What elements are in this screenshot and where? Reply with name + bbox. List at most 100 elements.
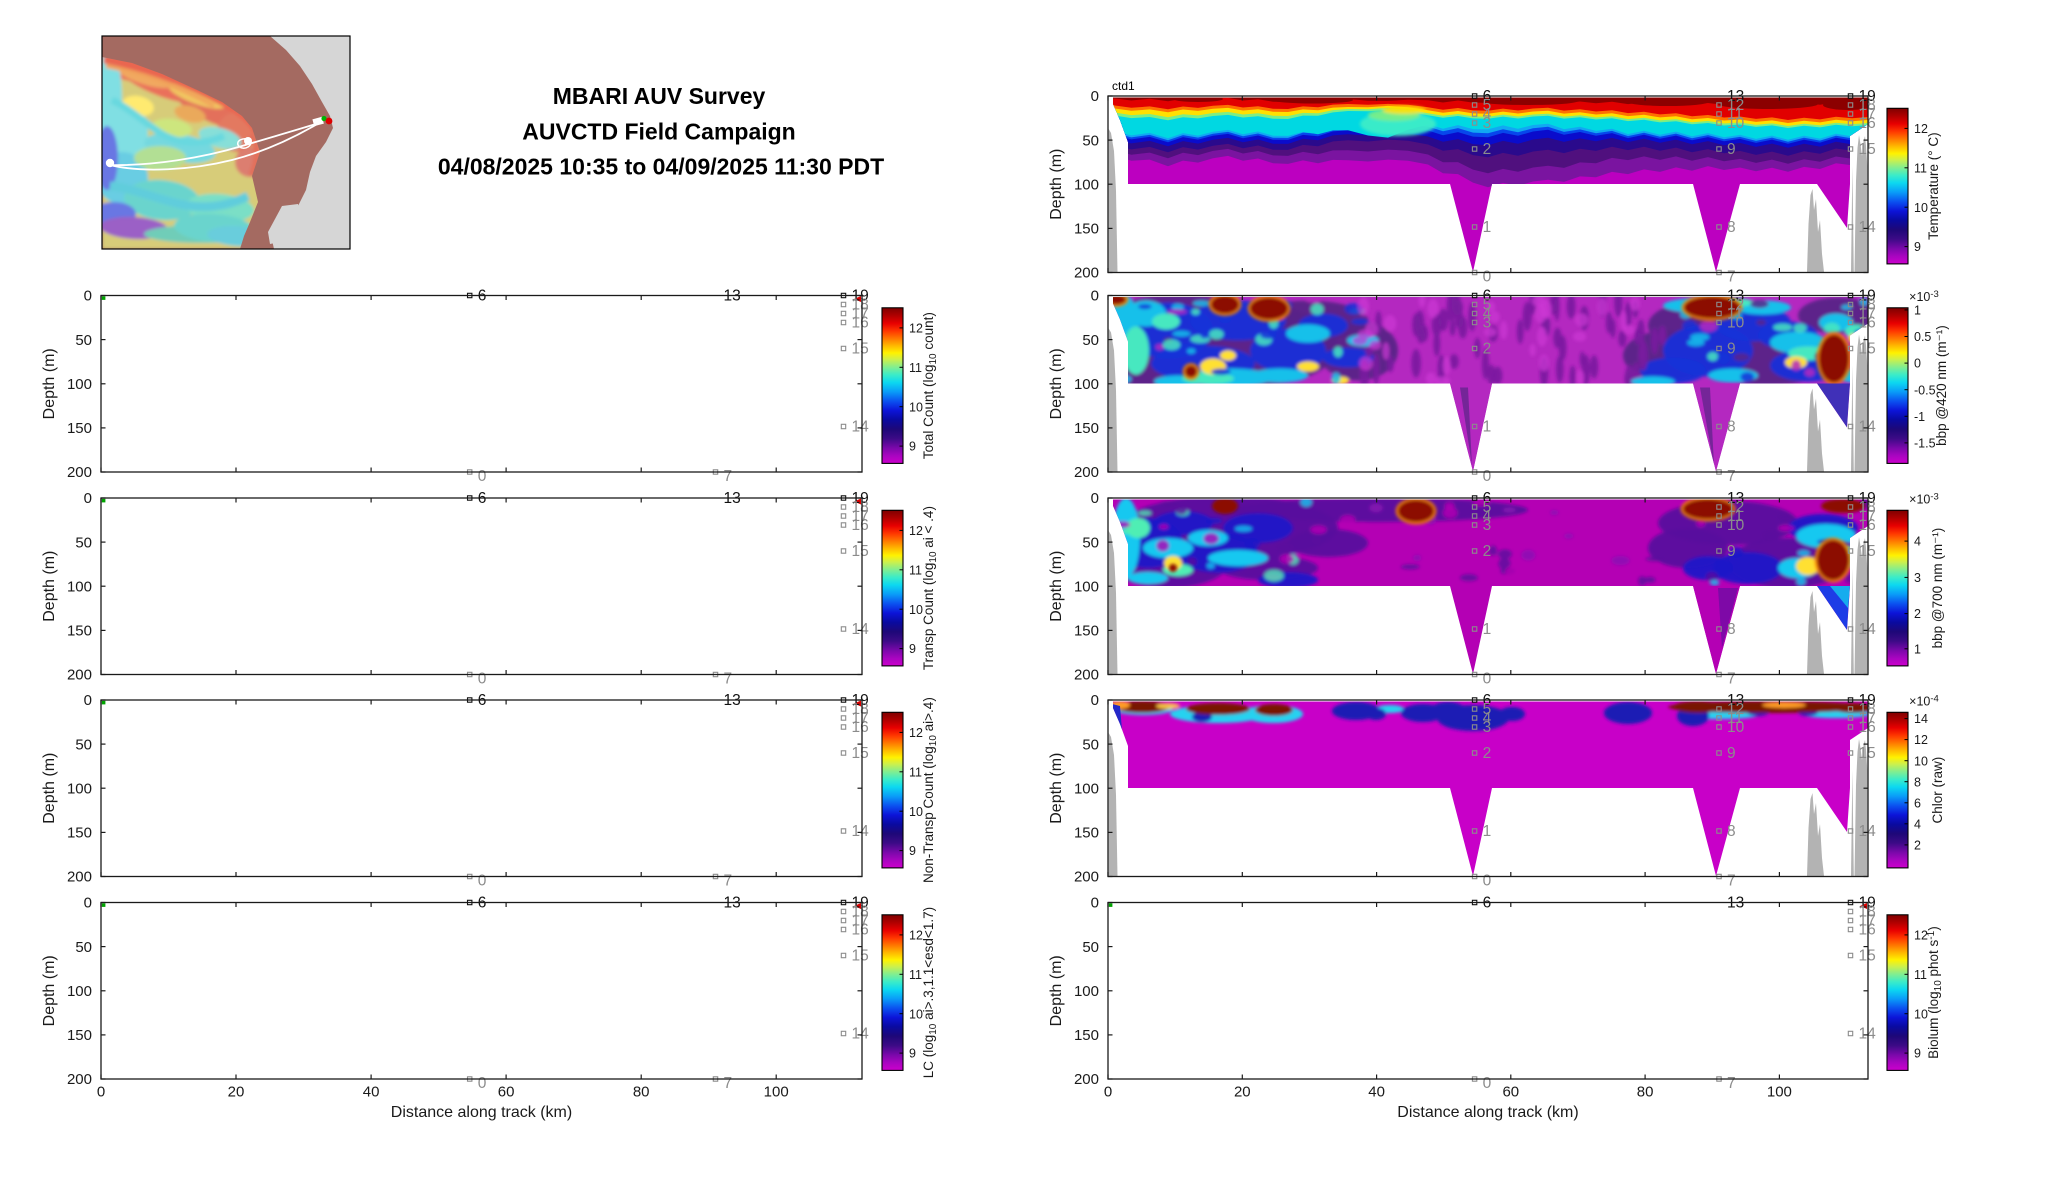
svg-text:100: 100 — [67, 376, 92, 393]
svg-text:11: 11 — [909, 361, 922, 375]
svg-text:12: 12 — [1727, 499, 1744, 516]
svg-text:0: 0 — [1091, 288, 1099, 305]
svg-text:Depth (m): Depth (m) — [41, 348, 58, 419]
svg-text:150: 150 — [1074, 1027, 1099, 1044]
svg-text:17: 17 — [852, 913, 869, 930]
svg-text:Temperature (° C): Temperature (° C) — [1926, 132, 1941, 239]
svg-text:50: 50 — [1082, 534, 1099, 551]
svg-text:9: 9 — [1727, 543, 1736, 560]
svg-text:200: 200 — [1074, 1071, 1099, 1088]
svg-text:bbp @700 nm (m⁻¹): bbp @700 nm (m⁻¹) — [1930, 528, 1945, 649]
svg-text:11: 11 — [909, 563, 922, 577]
svg-text:50: 50 — [1082, 939, 1099, 956]
svg-text:7: 7 — [1727, 269, 1736, 286]
svg-text:bbp @420 nm (m⁻¹): bbp @420 nm (m⁻¹) — [1934, 325, 1949, 446]
svg-text:×10-3: ×10-3 — [1909, 491, 1939, 506]
svg-text:50: 50 — [75, 534, 92, 551]
svg-text:8: 8 — [1727, 219, 1736, 236]
svg-text:14: 14 — [1859, 621, 1877, 638]
svg-text:20: 20 — [228, 1084, 245, 1101]
svg-text:LC (log10 ai>.3,1.1<esd<1.7): LC (log10 ai>.3,1.1<esd<1.7) — [921, 907, 939, 1078]
svg-text:16: 16 — [852, 922, 869, 939]
svg-text:100: 100 — [1074, 781, 1099, 798]
svg-text:Non-Transp Count (log10 ai>.4): Non-Transp Count (log10 ai>.4) — [921, 697, 939, 883]
svg-text:Depth (m): Depth (m) — [1048, 149, 1065, 220]
svg-text:80: 80 — [633, 1084, 650, 1101]
svg-text:0: 0 — [1483, 468, 1492, 485]
svg-text:1: 1 — [1483, 621, 1492, 638]
svg-text:11: 11 — [1914, 161, 1927, 175]
svg-text:15: 15 — [852, 341, 869, 358]
svg-text:0: 0 — [97, 1084, 105, 1101]
svg-text:9: 9 — [1914, 240, 1921, 254]
svg-text:2: 2 — [1914, 607, 1921, 621]
svg-text:80: 80 — [1637, 1084, 1654, 1101]
svg-text:18: 18 — [852, 499, 869, 516]
svg-text:8: 8 — [1727, 621, 1736, 638]
svg-text:14: 14 — [852, 1026, 870, 1043]
svg-text:100: 100 — [1074, 176, 1099, 193]
svg-text:7: 7 — [724, 1075, 733, 1092]
svg-text:16: 16 — [1859, 115, 1876, 132]
svg-text:10: 10 — [909, 805, 923, 819]
svg-text:40: 40 — [363, 1084, 380, 1101]
svg-text:8: 8 — [1727, 419, 1736, 436]
svg-text:Depth (m): Depth (m) — [1048, 955, 1065, 1026]
svg-text:11: 11 — [1727, 306, 1743, 323]
svg-text:15: 15 — [1859, 745, 1876, 762]
svg-text:150: 150 — [1074, 623, 1099, 640]
svg-text:7: 7 — [1727, 468, 1736, 485]
svg-text:12: 12 — [909, 929, 923, 943]
svg-text:17: 17 — [1859, 913, 1876, 930]
svg-text:4: 4 — [1483, 710, 1492, 727]
svg-text:7: 7 — [1727, 1075, 1736, 1092]
svg-text:50: 50 — [1082, 132, 1099, 149]
svg-text:10: 10 — [909, 603, 923, 617]
svg-text:8: 8 — [1914, 775, 1921, 789]
svg-text:18: 18 — [1859, 904, 1876, 921]
svg-text:14: 14 — [852, 823, 870, 840]
svg-text:Chlor (raw): Chlor (raw) — [1930, 757, 1945, 824]
svg-text:12: 12 — [909, 726, 923, 740]
svg-text:11: 11 — [1727, 710, 1743, 727]
svg-text:Depth (m): Depth (m) — [41, 955, 58, 1026]
svg-text:0: 0 — [1091, 692, 1099, 709]
svg-text:0: 0 — [1091, 88, 1099, 105]
svg-text:0: 0 — [84, 895, 92, 912]
svg-text:1: 1 — [1914, 304, 1921, 318]
svg-text:4: 4 — [1483, 106, 1492, 123]
svg-text:10: 10 — [1727, 719, 1745, 736]
svg-text:11: 11 — [909, 765, 922, 779]
svg-text:18: 18 — [852, 297, 869, 314]
svg-text:×10-4: ×10-4 — [1909, 693, 1939, 708]
svg-text:7: 7 — [724, 468, 733, 485]
svg-text:17: 17 — [852, 710, 869, 727]
svg-text:16: 16 — [1859, 719, 1876, 736]
svg-text:Depth (m): Depth (m) — [1048, 348, 1065, 419]
svg-text:16: 16 — [1859, 315, 1876, 332]
svg-text:50: 50 — [1082, 736, 1099, 753]
svg-text:15: 15 — [1859, 341, 1876, 358]
svg-text:200: 200 — [1074, 265, 1099, 282]
svg-text:1: 1 — [1483, 823, 1492, 840]
svg-text:9: 9 — [909, 1047, 916, 1061]
svg-text:14: 14 — [1859, 823, 1877, 840]
svg-text:150: 150 — [67, 623, 92, 640]
svg-text:0: 0 — [478, 671, 487, 688]
svg-text:10: 10 — [1727, 315, 1745, 332]
svg-text:17: 17 — [852, 306, 869, 323]
svg-text:6: 6 — [1914, 796, 1921, 810]
svg-text:12: 12 — [1914, 733, 1928, 747]
svg-text:18: 18 — [1859, 297, 1876, 314]
svg-text:4: 4 — [1483, 306, 1492, 323]
svg-text:150: 150 — [1074, 420, 1099, 437]
svg-text:5: 5 — [1483, 297, 1492, 314]
svg-text:11: 11 — [1914, 968, 1927, 982]
svg-text:18: 18 — [1859, 97, 1876, 114]
svg-text:9: 9 — [909, 642, 916, 656]
svg-text:0: 0 — [1483, 1075, 1492, 1092]
svg-text:20: 20 — [1234, 1084, 1251, 1101]
svg-text:150: 150 — [67, 825, 92, 842]
svg-text:0: 0 — [1483, 873, 1492, 890]
svg-text:AUVCTD Field Campaign: AUVCTD Field Campaign — [522, 119, 795, 145]
